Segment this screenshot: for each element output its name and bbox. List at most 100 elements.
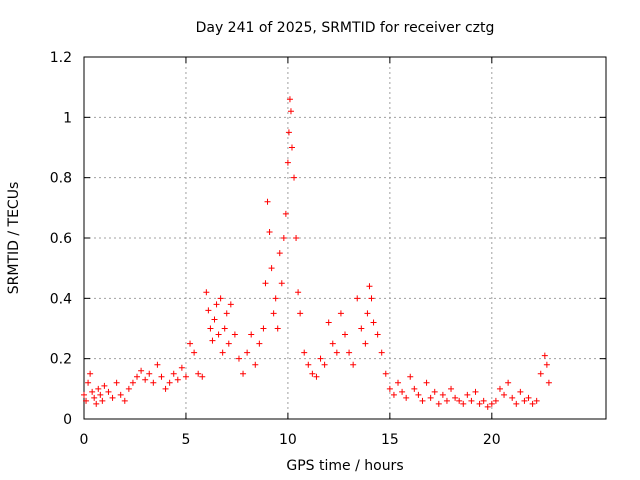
data-point — [223, 310, 230, 317]
data-point — [150, 379, 157, 386]
data-point — [472, 388, 479, 395]
data-point — [231, 331, 238, 338]
data-point — [374, 331, 381, 338]
data-point — [97, 391, 104, 398]
data-point — [505, 379, 512, 386]
data-point — [309, 370, 316, 377]
data-point — [521, 397, 528, 404]
data-point — [439, 391, 446, 398]
data-point — [537, 370, 544, 377]
y-tick-label: 0.2 — [50, 352, 72, 368]
chart-title: Day 241 of 2025, SRMTID for receiver czt… — [196, 20, 495, 36]
data-point — [121, 397, 128, 404]
data-point — [219, 349, 226, 356]
y-axis-label: SRMTID / TECUs — [6, 182, 22, 295]
data-point — [207, 325, 214, 332]
x-tick-label: 0 — [80, 432, 89, 448]
data-point — [221, 325, 228, 332]
data-point — [217, 295, 224, 302]
data-point — [276, 250, 283, 257]
data-point — [364, 310, 371, 317]
data-point — [213, 301, 220, 308]
data-point — [113, 379, 120, 386]
data-point — [199, 373, 206, 380]
data-point — [264, 198, 271, 205]
data-point — [533, 397, 540, 404]
data-point — [270, 310, 277, 317]
data-point — [423, 379, 430, 386]
data-point — [411, 385, 418, 392]
data-point — [358, 325, 365, 332]
data-point — [178, 364, 185, 371]
data-point — [395, 379, 402, 386]
data-point — [146, 370, 153, 377]
data-point — [301, 349, 308, 356]
data-point — [252, 361, 259, 368]
data-point — [256, 340, 263, 347]
data-point — [480, 397, 487, 404]
data-point — [203, 289, 210, 296]
data-point — [460, 400, 467, 407]
data-point — [285, 129, 292, 136]
data-point — [170, 370, 177, 377]
data-point — [205, 307, 212, 314]
data-point — [288, 144, 295, 151]
data-point — [280, 235, 287, 241]
data-point — [278, 280, 285, 287]
data-point — [225, 340, 232, 347]
data-point — [158, 373, 165, 380]
y-tick-label: 0.4 — [50, 291, 72, 307]
data-point — [138, 367, 145, 374]
data-point — [346, 349, 353, 356]
data-point — [317, 355, 324, 362]
data-point — [443, 397, 450, 404]
data-point — [362, 340, 369, 347]
data-point — [496, 385, 503, 392]
data-point — [350, 361, 357, 368]
y-tick-label: 0.6 — [50, 231, 72, 247]
x-tick-label: 10 — [279, 432, 297, 448]
data-point — [268, 265, 275, 272]
data-point — [370, 319, 377, 326]
data-point — [456, 397, 463, 404]
data-point — [543, 361, 550, 368]
data-point — [248, 331, 255, 338]
data-point — [297, 310, 304, 317]
data-point — [293, 235, 300, 241]
data-point — [260, 325, 267, 332]
data-point — [182, 373, 189, 380]
data-point — [262, 280, 269, 287]
data-point — [386, 385, 393, 392]
data-point — [337, 310, 344, 317]
data-point — [452, 394, 459, 401]
data-point — [313, 373, 320, 380]
data-point — [211, 316, 218, 323]
data-point — [378, 349, 385, 356]
data-point — [81, 391, 87, 398]
data-point — [142, 376, 149, 383]
data-point — [488, 400, 495, 407]
data-point — [174, 376, 181, 383]
data-point — [209, 337, 216, 344]
data-point — [545, 379, 552, 386]
data-point — [484, 403, 491, 410]
data-point — [83, 397, 90, 404]
data-point — [366, 283, 373, 290]
data-point — [93, 400, 100, 407]
y-tick-label: 0 — [63, 412, 72, 428]
data-point — [240, 370, 247, 377]
x-axis-label: GPS time / hours — [286, 458, 403, 474]
data-point — [448, 385, 455, 392]
data-points — [81, 96, 552, 410]
data-point — [272, 295, 279, 302]
data-point — [305, 361, 312, 368]
data-point — [525, 394, 532, 401]
data-point — [99, 397, 106, 404]
data-point — [468, 397, 475, 404]
data-point — [134, 373, 141, 380]
x-tick-label: 15 — [381, 432, 399, 448]
data-point — [266, 228, 273, 235]
data-point — [85, 379, 92, 386]
data-point — [187, 340, 194, 347]
